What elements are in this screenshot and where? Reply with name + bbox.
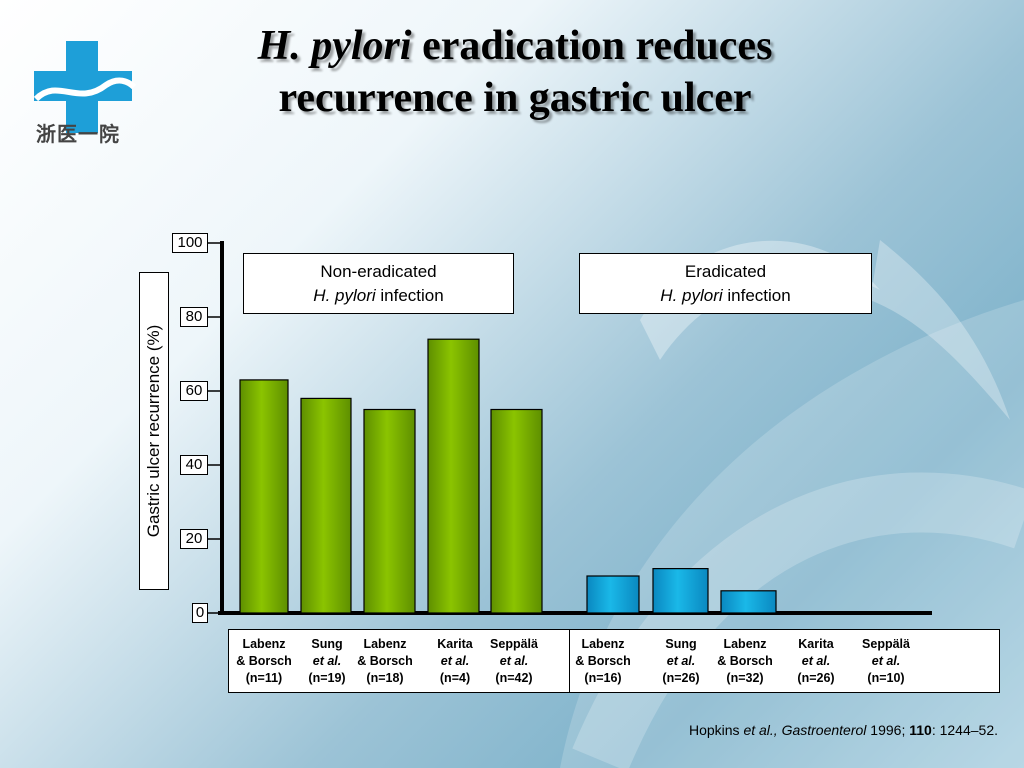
logo-text: 浙医一院 bbox=[36, 122, 120, 146]
hospital-cross-icon bbox=[33, 41, 137, 133]
category-label: Seppälä et al. (n=10) bbox=[848, 636, 924, 687]
group-italic-eradicated: H. pylori bbox=[660, 286, 723, 305]
category-label: Karita et al. (n=26) bbox=[778, 636, 854, 687]
group-rest-eradicated: infection bbox=[722, 286, 791, 305]
category-label-l2: & Borsch bbox=[357, 654, 413, 668]
y-axis-label-box: Gastric ulcer recurrence (%) bbox=[139, 272, 169, 590]
y-tick-label: 60 bbox=[180, 381, 208, 401]
category-label-l1: Labenz bbox=[581, 637, 625, 651]
category-label-l2: & Borsch bbox=[236, 654, 292, 668]
group-box-eradicated: Eradicated H. pylori infection bbox=[579, 253, 872, 314]
bar-non-eradicated-0 bbox=[239, 379, 289, 614]
category-label-l1: Sung bbox=[665, 637, 697, 651]
title-line2: recurrence in gastric ulcer bbox=[278, 75, 752, 121]
citation-prefix: Hopkins bbox=[688, 722, 744, 738]
group-label-non-eradicated: Non-eradicated bbox=[320, 262, 437, 281]
category-label: Labenz & Borsch (n=18) bbox=[347, 636, 423, 687]
category-label-l2: et al. bbox=[499, 654, 529, 668]
page-title: H. pylori eradication reduces recurrence… bbox=[170, 20, 860, 124]
category-label-l2: et al. bbox=[440, 654, 470, 668]
category-label-l3: (n=32) bbox=[726, 671, 764, 685]
category-label-l3: (n=26) bbox=[662, 671, 700, 685]
title-rest: eradication reduces bbox=[411, 23, 773, 69]
citation-year: 1996; bbox=[866, 722, 910, 738]
category-label: Labenz & Borsch (n=11) bbox=[226, 636, 302, 687]
category-label-l3: (n=16) bbox=[584, 671, 622, 685]
bar-non-eradicated-4 bbox=[490, 408, 543, 614]
category-label-l3: (n=11) bbox=[245, 671, 283, 685]
category-label-l1: Karita bbox=[798, 637, 834, 651]
category-label: Sung et al. (n=26) bbox=[643, 636, 719, 687]
title-italic: H. pylori bbox=[257, 23, 412, 69]
bar-non-eradicated-1 bbox=[300, 397, 352, 614]
citation-pages: : 1244–52. bbox=[931, 722, 998, 738]
category-label-l2: et al. bbox=[666, 654, 696, 668]
category-label-l1: Labenz bbox=[723, 637, 767, 651]
category-label-l2: et al. bbox=[312, 654, 342, 668]
group-rest-non-eradicated: infection bbox=[375, 286, 444, 305]
citation-volume: 110 bbox=[909, 722, 932, 738]
category-label-l2: et al. bbox=[871, 654, 901, 668]
category-label-l1: Seppälä bbox=[862, 637, 910, 651]
category-box-eradicated bbox=[569, 629, 1000, 693]
category-label-l3: (n=42) bbox=[495, 671, 533, 685]
category-label-l1: Sung bbox=[311, 637, 343, 651]
category-label-l1: Labenz bbox=[363, 637, 407, 651]
category-label: Sung et al. (n=19) bbox=[289, 636, 365, 687]
group-italic-non-eradicated: H. pylori bbox=[313, 286, 376, 305]
category-label-l3: (n=19) bbox=[308, 671, 346, 685]
citation: Hopkins et al., Gastroenterol 1996; 110:… bbox=[689, 722, 998, 738]
y-tick-label: 0 bbox=[192, 603, 208, 623]
citation-etal: et al., bbox=[743, 722, 778, 738]
category-label-l3: (n=26) bbox=[797, 671, 835, 685]
category-label-l3: (n=10) bbox=[867, 671, 905, 685]
category-label: Labenz & Borsch (n=32) bbox=[707, 636, 783, 687]
category-label-l2: & Borsch bbox=[717, 654, 773, 668]
y-tick-label: 20 bbox=[180, 529, 208, 549]
category-label-l1: Labenz bbox=[242, 637, 286, 651]
bar-eradicated-5 bbox=[586, 575, 640, 614]
category-label: Seppälä et al. (n=42) bbox=[476, 636, 552, 687]
citation-journal: Gastroenterol bbox=[777, 722, 867, 738]
bar-non-eradicated-3 bbox=[427, 338, 480, 614]
bar-eradicated-7 bbox=[720, 590, 777, 614]
category-label-l1: Seppälä bbox=[490, 637, 538, 651]
bar-non-eradicated-2 bbox=[363, 408, 416, 614]
category-label-l2: et al. bbox=[801, 654, 831, 668]
category-label-l1: Karita bbox=[437, 637, 473, 651]
category-label: Karita et al. (n=4) bbox=[417, 636, 493, 687]
bar-eradicated-6 bbox=[652, 567, 709, 614]
category-box-non-eradicated bbox=[228, 629, 583, 693]
y-tick-label: 80 bbox=[180, 307, 208, 327]
category-label-l3: (n=18) bbox=[366, 671, 404, 685]
group-box-non-eradicated: Non-eradicated H. pylori infection bbox=[243, 253, 514, 314]
y-tick-label: 100 bbox=[172, 233, 208, 253]
group-label-eradicated: Eradicated bbox=[684, 262, 767, 281]
category-label-l3: (n=4) bbox=[439, 671, 471, 685]
category-label-l2: & Borsch bbox=[575, 654, 631, 668]
y-tick-label: 40 bbox=[180, 455, 208, 475]
category-label: Labenz & Borsch (n=16) bbox=[565, 636, 641, 687]
